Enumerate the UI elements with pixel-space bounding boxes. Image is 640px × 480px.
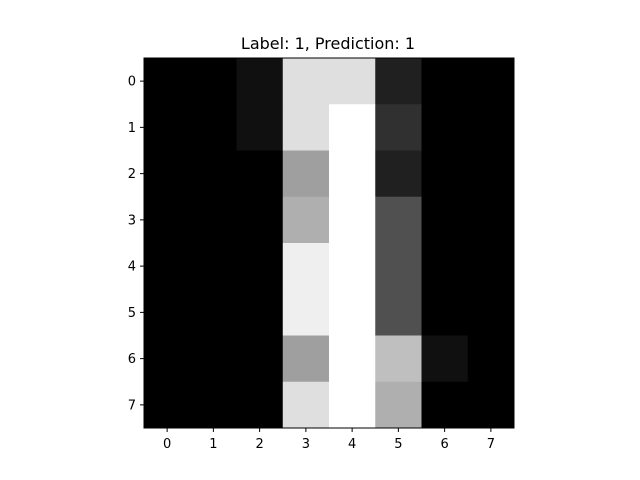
heatmap-cell-r4-c6 bbox=[421, 243, 469, 290]
heatmap-cell-r2-c7 bbox=[467, 150, 515, 198]
heatmap-cell-r2-c4 bbox=[329, 150, 376, 198]
heatmap-cell-r2-c0 bbox=[144, 150, 191, 198]
heatmap-cell-r5-c0 bbox=[144, 289, 191, 336]
heatmap-cell-r3-c4 bbox=[329, 196, 376, 244]
heatmap-cell-r2-c2 bbox=[236, 150, 284, 198]
y-tick-label-4: 4 bbox=[128, 260, 136, 275]
heatmap-cell-r4-c3 bbox=[282, 243, 330, 290]
heatmap-cell-r6-c6 bbox=[421, 335, 469, 383]
heatmap-cell-r6-c1 bbox=[190, 335, 237, 383]
x-tick-label-4: 4 bbox=[348, 437, 356, 452]
heatmap-cell-r3-c2 bbox=[236, 196, 284, 244]
heatmap-cell-r0-c4 bbox=[329, 58, 376, 105]
x-tick-label-7: 7 bbox=[487, 437, 495, 452]
heatmap-cell-r6-c3 bbox=[282, 335, 330, 383]
heatmap-cell-r0-c7 bbox=[467, 58, 515, 105]
heatmap-cell-r7-c2 bbox=[236, 381, 284, 429]
axis-ticks: 0 1 2 3 4 5 6 7 0 1 2 3 4 5 6 7 bbox=[128, 75, 495, 452]
heatmap-cell-r5-c4 bbox=[329, 289, 376, 336]
heatmap-cell-r1-c1 bbox=[190, 104, 237, 151]
heatmap-cell-r3-c1 bbox=[190, 196, 237, 244]
heatmap-cell-r1-c2 bbox=[236, 104, 284, 151]
heatmap-cell-r5-c1 bbox=[190, 289, 237, 336]
x-tick-label-1: 1 bbox=[209, 437, 217, 452]
heatmap-cell-r2-c6 bbox=[421, 150, 469, 198]
heatmap-cell-r2-c3 bbox=[282, 150, 330, 198]
heatmap-cell-r3-c5 bbox=[375, 196, 422, 244]
heatmap-cell-r0-c6 bbox=[421, 58, 469, 105]
heatmap-cell-r5-c2 bbox=[236, 289, 284, 336]
heatmap-cell-r5-c7 bbox=[467, 289, 515, 336]
x-tick-label-3: 3 bbox=[302, 437, 310, 452]
x-tick-label-6: 6 bbox=[440, 437, 448, 452]
chart-title: Label: 1, Prediction: 1 bbox=[241, 34, 415, 53]
heatmap-cell-r1-c5 bbox=[375, 104, 422, 151]
heatmap-cell-r7-c0 bbox=[144, 381, 191, 429]
heatmap-cell-r5-c6 bbox=[421, 289, 469, 336]
y-tick-label-0: 0 bbox=[128, 75, 136, 90]
heatmap-cell-r2-c1 bbox=[190, 150, 237, 198]
heatmap-cell-r0-c1 bbox=[190, 58, 237, 105]
y-tick-label-3: 3 bbox=[128, 213, 136, 228]
heatmap-cell-r4-c5 bbox=[375, 243, 422, 290]
heatmap-cell-r6-c5 bbox=[375, 335, 422, 383]
x-tick-label-2: 2 bbox=[255, 437, 263, 452]
heatmap-cell-r1-c6 bbox=[421, 104, 469, 151]
y-tick-label-6: 6 bbox=[128, 352, 136, 367]
heatmap-cell-r1-c3 bbox=[282, 104, 330, 151]
heatmap-cell-r4-c1 bbox=[190, 243, 237, 290]
heatmap-cells bbox=[144, 58, 515, 429]
heatmap-cell-r7-c5 bbox=[375, 381, 422, 429]
y-tick-label-5: 5 bbox=[128, 306, 136, 321]
heatmap-cell-r0-c0 bbox=[144, 58, 191, 105]
heatmap-cell-r4-c7 bbox=[467, 243, 515, 290]
heatmap-cell-r6-c0 bbox=[144, 335, 191, 383]
y-tick-label-1: 1 bbox=[128, 121, 136, 136]
heatmap-cell-r4-c4 bbox=[329, 243, 376, 290]
heatmap-cell-r1-c7 bbox=[467, 104, 515, 151]
heatmap-cell-r0-c2 bbox=[236, 58, 284, 105]
y-tick-label-2: 2 bbox=[128, 167, 136, 182]
heatmap-cell-r3-c0 bbox=[144, 196, 191, 244]
heatmap-cell-r7-c4 bbox=[329, 381, 376, 429]
heatmap-cell-r3-c6 bbox=[421, 196, 469, 244]
heatmap-cell-r1-c4 bbox=[329, 104, 376, 151]
x-tick-label-5: 5 bbox=[394, 437, 402, 452]
heatmap-cell-r0-c3 bbox=[282, 58, 330, 105]
axes-frame bbox=[143, 57, 515, 429]
heatmap-cell-r1-c0 bbox=[144, 104, 191, 151]
heatmap-cell-r4-c2 bbox=[236, 243, 284, 290]
heatmap-cell-r7-c7 bbox=[467, 381, 515, 429]
heatmap-cell-r5-c5 bbox=[375, 289, 422, 336]
heatmap-cell-r5-c3 bbox=[282, 289, 330, 336]
heatmap-cell-r7-c6 bbox=[421, 381, 469, 429]
heatmap-cell-r0-c5 bbox=[375, 58, 422, 105]
heatmap-cell-r6-c2 bbox=[236, 335, 284, 383]
x-tick-label-0: 0 bbox=[163, 437, 171, 452]
heatmap-cell-r4-c0 bbox=[144, 243, 191, 290]
heatmap-cell-r6-c7 bbox=[467, 335, 515, 383]
heatmap-cell-r3-c3 bbox=[282, 196, 330, 244]
heatmap-cell-r2-c5 bbox=[375, 150, 422, 198]
y-tick-label-7: 7 bbox=[128, 398, 136, 413]
heatmap-cell-r7-c1 bbox=[190, 381, 237, 429]
heatmap-cell-r6-c4 bbox=[329, 335, 376, 383]
heatmap-cell-r7-c3 bbox=[282, 381, 330, 429]
heatmap-cell-r3-c7 bbox=[467, 196, 515, 244]
